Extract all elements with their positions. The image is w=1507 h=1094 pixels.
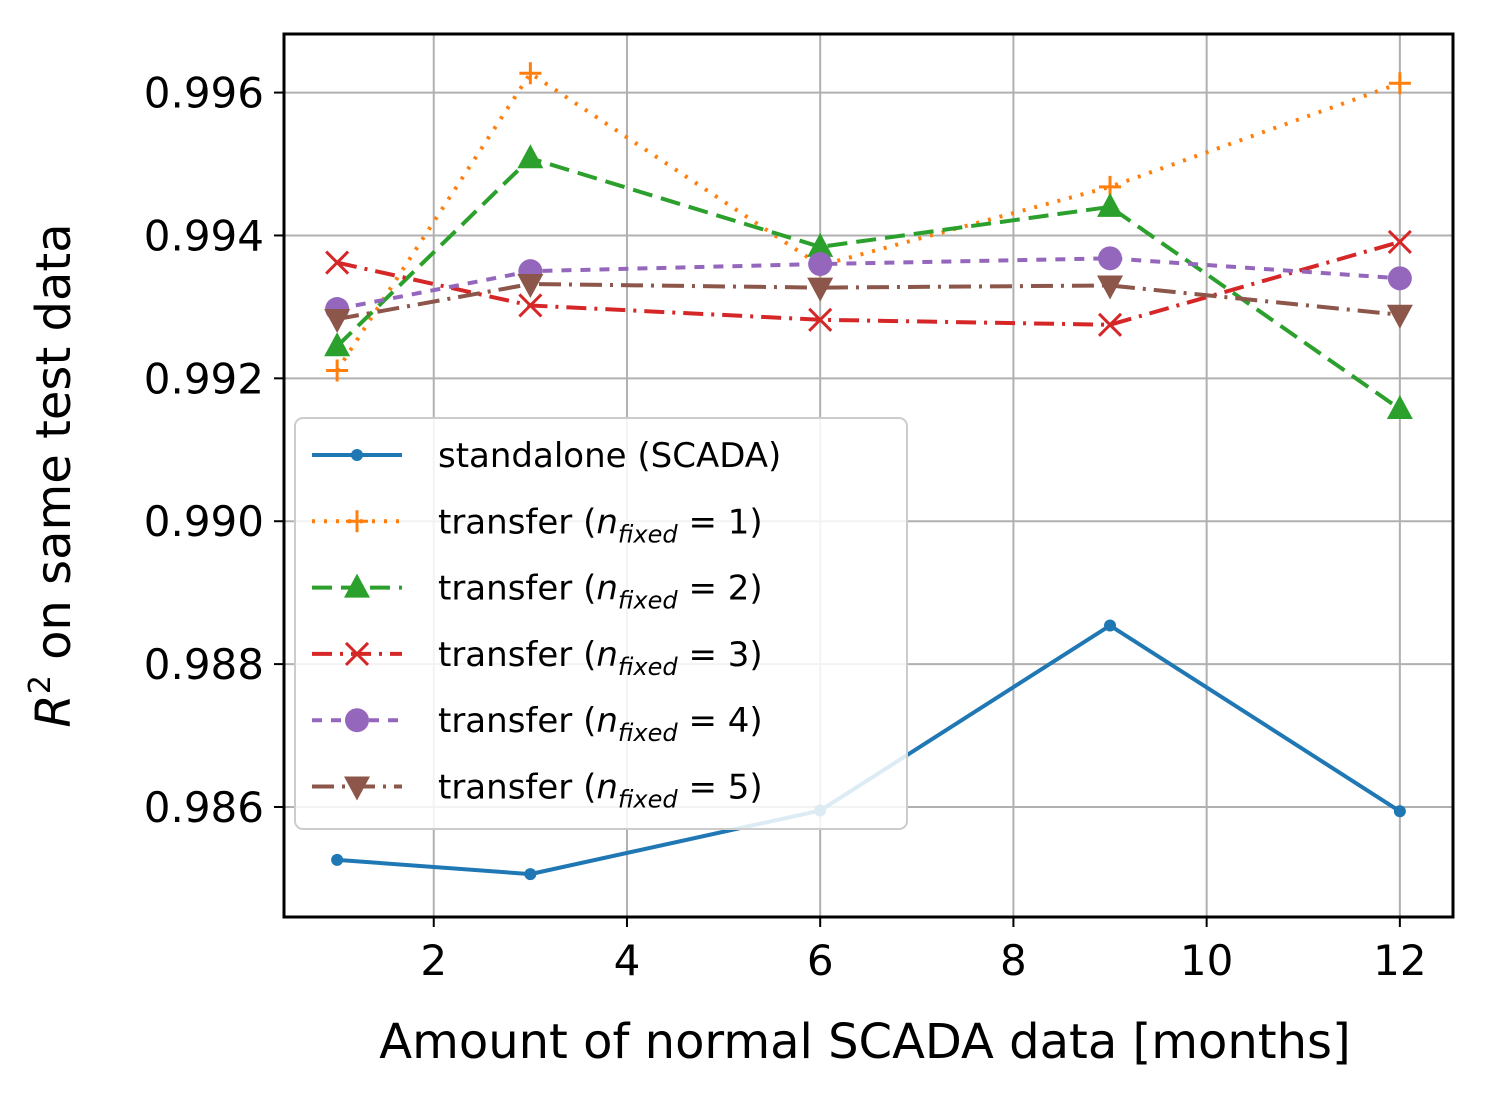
data-point — [1104, 619, 1117, 632]
legend-item-5: transfer (nfixed = 4) — [312, 701, 763, 747]
legend-label-n: n — [596, 701, 618, 741]
legend-label: transfer (nfixed = 4) — [438, 701, 763, 747]
y-axis-label-rest: on same test data — [26, 223, 82, 675]
data-point — [1387, 229, 1412, 254]
y-tick-label: 0.986 — [144, 783, 264, 832]
series-line — [335, 156, 1402, 411]
series-6 — [324, 274, 1413, 334]
series-2 — [326, 62, 1411, 382]
legend-label-n: n — [596, 768, 618, 808]
legend-label: transfer (nfixed = 1) — [438, 502, 763, 548]
legend-box — [294, 417, 908, 830]
data-point — [324, 332, 351, 357]
x-axis-label: Amount of normal SCADA data [months] — [379, 1014, 1351, 1070]
data-point — [517, 144, 544, 169]
legend-item-1: standalone (SCADA) — [312, 436, 781, 476]
legend-label-prefix: transfer ( — [438, 701, 596, 741]
data-point — [1097, 275, 1124, 300]
data-point — [1097, 312, 1123, 337]
legend-label-n: n — [596, 635, 618, 675]
y-axis-label-base: R — [26, 694, 82, 727]
legend-marker — [344, 776, 370, 801]
data-point — [807, 232, 834, 257]
legend-label-prefix: standalone (SCADA) — [438, 436, 781, 476]
series-line — [336, 256, 1401, 312]
legend-label-sub: fixed — [618, 587, 678, 615]
legend-label-prefix: transfer ( — [438, 635, 596, 675]
series-3 — [324, 144, 1413, 420]
legend-label: transfer (nfixed = 2) — [438, 569, 763, 615]
data-point — [331, 853, 344, 866]
legend-label-sub: fixed — [618, 653, 678, 681]
legend-label-prefix: transfer ( — [438, 768, 596, 808]
legend-label-value: = 2) — [678, 569, 763, 609]
legend-label-n: n — [596, 569, 618, 609]
legend-marker — [345, 708, 369, 733]
series-line — [335, 71, 1401, 372]
plot-frame — [282, 32, 1455, 919]
legend-marker — [351, 449, 363, 461]
legend-marker — [346, 510, 368, 533]
legend-label-value: = 4) — [678, 701, 763, 741]
data-point — [808, 252, 833, 277]
y-axis-label-sup: 2 — [23, 675, 58, 694]
data-point — [1386, 395, 1413, 420]
data-point — [808, 307, 833, 332]
y-axis: 0.986 0.988 0.990 0.992 0.994 0.996 — [144, 69, 284, 832]
legend-label-prefix: transfer ( — [438, 502, 596, 542]
data-point — [324, 309, 351, 334]
legend-label-n: n — [596, 502, 618, 542]
y-axis-label: R2 on same test data — [23, 223, 82, 727]
data-point — [1097, 192, 1124, 217]
legend-label: standalone (SCADA) — [438, 436, 781, 476]
data-point — [524, 868, 537, 881]
legend-label-prefix: transfer ( — [438, 569, 596, 609]
legend-marker — [344, 641, 370, 666]
y-tick-label: 0.994 — [144, 211, 264, 260]
legend-label-value: = 5) — [678, 768, 763, 808]
x-axis: 2 4 6 8 10 12 — [420, 917, 1427, 985]
legend-label-sub: fixed — [618, 719, 678, 747]
y-tick-label: 0.988 — [144, 640, 264, 689]
legend: standalone (SCADA)transfer (nfixed = 1)t… — [294, 417, 908, 830]
legend-label-value: = 3) — [678, 635, 763, 675]
legend-item-3: transfer (nfixed = 2) — [312, 569, 763, 615]
data-point — [519, 62, 542, 85]
series-4 — [325, 229, 1412, 337]
data-point — [1393, 805, 1406, 818]
data-point — [1098, 246, 1123, 271]
legend-label: transfer (nfixed = 3) — [438, 635, 763, 681]
x-tick-label: 6 — [807, 936, 834, 985]
legend-item-6: transfer (nfixed = 5) — [312, 768, 763, 814]
legend-label-sub: fixed — [618, 520, 678, 548]
data-point — [517, 274, 544, 299]
legend-label-value: = 1) — [678, 502, 763, 542]
legend-marker — [344, 573, 370, 598]
y-tick-label: 0.996 — [144, 69, 264, 118]
series-5 — [325, 246, 1412, 322]
legend-label: transfer (nfixed = 5) — [438, 768, 763, 814]
x-tick-label: 4 — [614, 936, 641, 985]
y-tick-label: 0.990 — [144, 497, 264, 546]
data-point — [807, 277, 834, 302]
y-tick-label: 0.992 — [144, 354, 264, 403]
data-point — [1386, 304, 1413, 329]
x-tick-label: 2 — [420, 936, 447, 985]
x-tick-label: 8 — [1000, 936, 1027, 985]
data-point — [1388, 72, 1411, 95]
x-tick-label: 12 — [1373, 936, 1426, 985]
legend-item-4: transfer (nfixed = 3) — [312, 635, 763, 681]
series-line — [336, 239, 1401, 327]
data-point — [325, 250, 350, 275]
data-point — [1387, 266, 1412, 291]
series-line — [336, 282, 1401, 322]
x-tick-label: 10 — [1180, 936, 1233, 985]
legend-label-sub: fixed — [618, 786, 678, 814]
data-point — [326, 359, 349, 382]
data-point — [518, 293, 543, 318]
legend-item-2: transfer (nfixed = 1) — [312, 502, 763, 548]
